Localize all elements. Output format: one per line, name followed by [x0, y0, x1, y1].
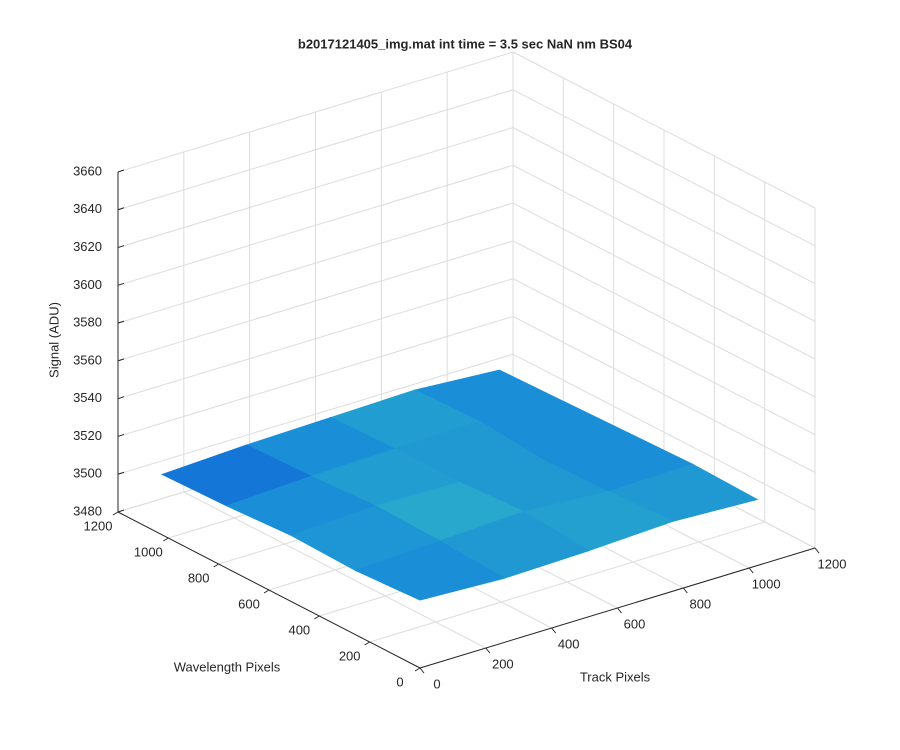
y-tick — [163, 537, 169, 542]
y-tick — [414, 667, 421, 672]
y-tick — [112, 511, 119, 516]
y-tick — [213, 563, 219, 568]
y-tick — [263, 589, 270, 594]
z-tick — [117, 358, 125, 362]
z-tick-label: 3580 — [73, 315, 102, 330]
y-tick-label: 200 — [339, 648, 361, 663]
x-tick-label: 800 — [689, 596, 711, 611]
x-tick — [682, 587, 688, 594]
z-axis-label: Signal (ADU) — [46, 302, 61, 378]
z-tick — [117, 396, 125, 400]
z-tick — [117, 320, 125, 324]
z-tick — [117, 207, 125, 211]
z-tick-label: 3600 — [73, 277, 102, 292]
z-tick-label: 3660 — [73, 163, 102, 178]
z-tick-label: 3540 — [73, 390, 102, 405]
z-tick-label: 3560 — [73, 352, 102, 367]
x-axis-label: Track Pixels — [580, 669, 651, 684]
y-tick-label: 400 — [288, 622, 310, 637]
y-tick-label: 1200 — [84, 518, 113, 533]
y-tick-label: 800 — [188, 570, 210, 585]
x-tick — [814, 547, 820, 554]
chart-title: b2017121405_img.mat int time = 3.5 sec N… — [298, 36, 633, 51]
z-tick — [117, 471, 125, 475]
z-tick — [117, 433, 125, 437]
x-tick — [419, 667, 425, 674]
x-tick-label: 0 — [433, 676, 440, 691]
x-tick-label: 1200 — [818, 556, 847, 571]
x-tick — [551, 627, 557, 634]
y-tick — [364, 641, 370, 646]
z-tick — [117, 509, 125, 513]
z-tick-label: 3480 — [73, 503, 102, 518]
x-tick-label: 600 — [624, 616, 646, 631]
y-tick-label: 0 — [396, 674, 403, 689]
z-tick-label: 3640 — [73, 201, 102, 216]
surface-patch — [354, 540, 506, 601]
z-tick — [117, 245, 125, 249]
z-tick — [117, 169, 125, 173]
x-tick — [748, 567, 754, 574]
x-tick-label: 400 — [558, 636, 580, 651]
x-tick — [617, 607, 622, 614]
z-tick-label: 3520 — [73, 428, 102, 443]
x-tick — [485, 647, 491, 654]
y-tick-label: 1000 — [134, 544, 163, 559]
x-tick-label: 200 — [492, 656, 514, 671]
grid-line — [369, 521, 765, 643]
z-tick-label: 3620 — [73, 239, 102, 254]
z-tick — [117, 282, 125, 286]
y-tick — [314, 615, 320, 620]
y-tick-label: 600 — [238, 596, 260, 611]
z-tick-label: 3500 — [73, 466, 102, 481]
x-tick-label: 1000 — [752, 576, 781, 591]
y-axis-label: Wavelength Pixels — [174, 659, 281, 674]
